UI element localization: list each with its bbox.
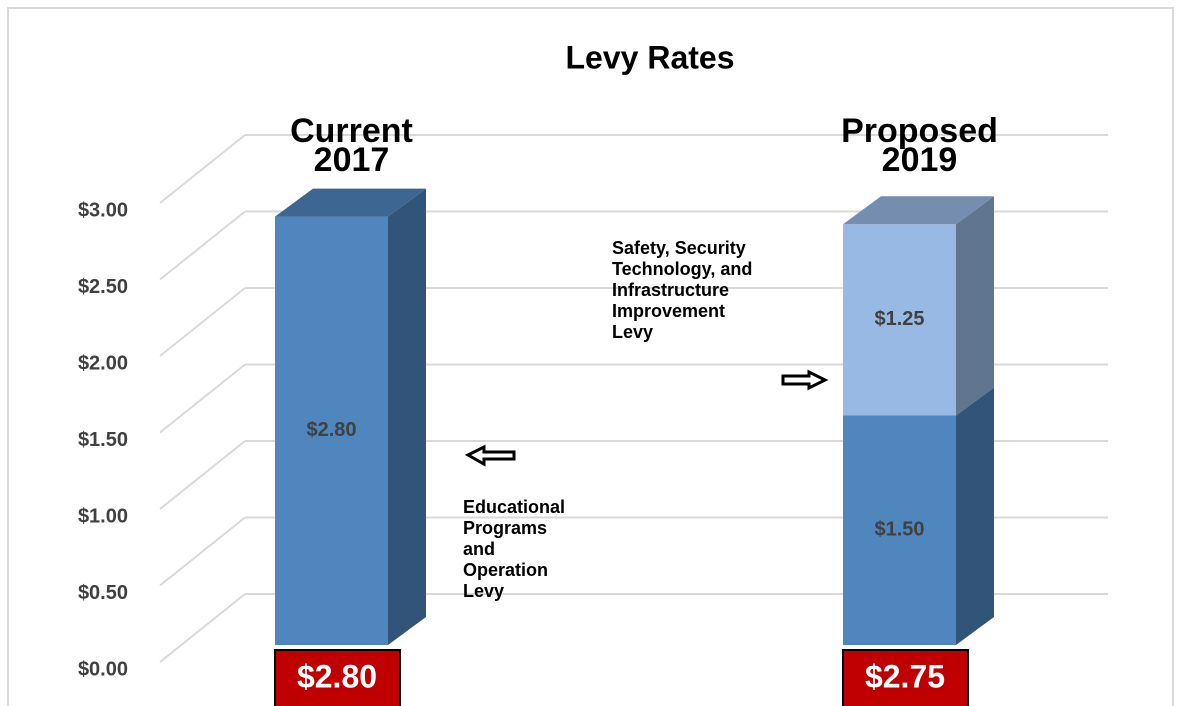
total-label: $2.80 <box>297 658 377 694</box>
y-tick-label: $2.50 <box>78 276 128 298</box>
arrow-left <box>464 444 516 467</box>
bar-front <box>843 415 956 645</box>
bar-side <box>956 387 994 645</box>
y-tick-label: $1.00 <box>78 505 128 527</box>
value-label: $1.25 <box>874 308 924 330</box>
category-year: 2019 <box>882 141 958 179</box>
y-tick-label: $0.50 <box>78 582 128 604</box>
y-tick-label: $3.00 <box>78 199 128 221</box>
total-label: $2.75 <box>865 658 945 694</box>
arrow-right <box>781 369 829 391</box>
series-label: Safety, Security Technology, and Infrast… <box>612 238 753 342</box>
bar-side <box>388 188 426 645</box>
value-label: $2.80 <box>306 419 356 441</box>
bar-top <box>843 196 994 225</box>
grid-diagonal <box>159 287 246 357</box>
grid-diagonal <box>159 363 246 434</box>
grid-diagonal <box>159 134 246 204</box>
total-box <box>274 649 401 706</box>
category-year: 2017 <box>314 141 390 179</box>
frame <box>7 7 1174 706</box>
category-label: Current <box>290 112 413 150</box>
bar-front <box>275 216 388 645</box>
total-box <box>842 649 969 706</box>
bar-side <box>956 196 994 416</box>
grid-diagonal <box>159 516 246 587</box>
value-label: $1.50 <box>874 519 924 541</box>
grid-diagonal <box>159 593 246 663</box>
grid-diagonal <box>159 210 246 281</box>
category-label: Proposed <box>841 112 998 150</box>
y-tick-label: $0.00 <box>78 658 128 680</box>
series-label: Educational Programs and Operation Levy <box>463 497 566 601</box>
y-tick-label: $1.50 <box>78 429 128 451</box>
grid-diagonal <box>159 440 246 510</box>
chart-title: Levy Rates <box>566 39 735 75</box>
bar-top <box>275 188 426 217</box>
bar-front <box>843 224 956 416</box>
y-tick-label: $2.00 <box>78 352 128 374</box>
